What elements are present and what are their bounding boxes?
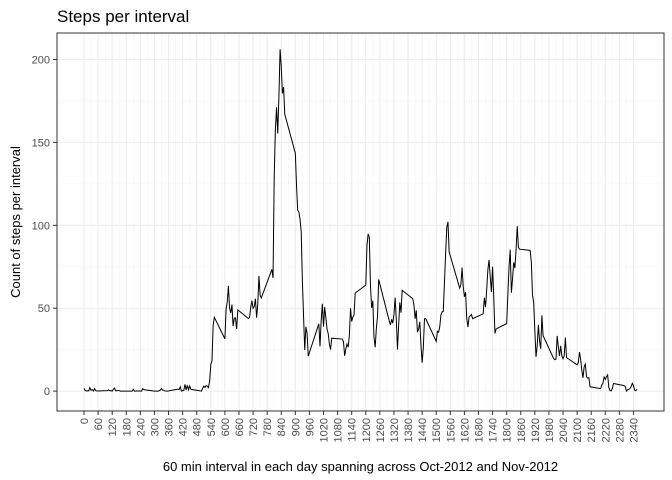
x-tick-label: 1860 — [516, 418, 528, 442]
x-tick-label: 480 — [192, 418, 204, 436]
x-tick-label: 1140 — [347, 418, 359, 442]
x-tick-label: 720 — [248, 418, 260, 436]
x-tick-label: 2100 — [572, 418, 584, 442]
x-tick-label: 1740 — [488, 418, 500, 442]
chart-title: Steps per interval — [57, 7, 189, 26]
y-tick-label: 0 — [44, 386, 50, 398]
x-tick-label: 540 — [206, 418, 218, 436]
x-tick-label: 2340 — [628, 418, 640, 442]
x-tick-label: 900 — [290, 418, 302, 436]
x-tick-label: 1440 — [417, 418, 429, 442]
x-tick-label: 1800 — [502, 418, 514, 442]
x-tick-label: 960 — [304, 418, 316, 436]
x-tick-label: 2220 — [600, 418, 612, 442]
x-tick-label: 1500 — [431, 418, 443, 442]
x-tick-label: 1920 — [530, 418, 542, 442]
x-tick-label: 60 — [93, 418, 105, 430]
x-axis-title: 60 min interval in each day spanning acr… — [163, 459, 558, 474]
x-tick-label: 1200 — [361, 418, 373, 442]
x-tick-label: 0 — [79, 418, 91, 424]
x-tick-label: 1980 — [544, 418, 556, 442]
x-tick-label: 2160 — [586, 418, 598, 442]
x-tick-label: 360 — [164, 418, 176, 436]
series-line — [83, 49, 638, 393]
x-tick-label: 840 — [276, 418, 288, 436]
y-tick-label: 150 — [32, 137, 50, 149]
y-axis: 0 50 100 150 200 — [32, 55, 57, 398]
x-tick-label: 420 — [178, 418, 190, 436]
x-tick-label: 1620 — [459, 418, 471, 442]
panel-border — [56, 32, 665, 412]
x-tick-label: 240 — [135, 418, 147, 436]
x-tick-label: 1020 — [319, 418, 331, 442]
x-tick-label: 2280 — [614, 418, 626, 442]
x-tick-label: 780 — [262, 418, 274, 436]
x-tick-label: 660 — [234, 418, 246, 436]
x-tick-label: 1320 — [389, 418, 401, 442]
y-tick-label: 200 — [32, 55, 50, 67]
x-axis: 0 60 120 180 240 300 360 420 480 540 600 660 720 780 8… — [79, 411, 640, 442]
plot-panel — [56, 32, 665, 412]
x-tick-label: 120 — [107, 418, 119, 436]
y-tick-label: 100 — [32, 220, 50, 232]
x-tick-label: 180 — [121, 418, 133, 436]
x-tick-label: 1380 — [403, 418, 415, 442]
x-tick-label: 1560 — [445, 418, 457, 442]
x-tick-label: 1260 — [375, 418, 387, 442]
x-tick-label: 1680 — [473, 418, 485, 442]
y-tick-label: 50 — [38, 303, 50, 315]
x-tick-label: 1080 — [333, 418, 345, 442]
x-tick-label: 300 — [149, 418, 161, 436]
y-axis-title: Count of steps per interval — [8, 146, 23, 298]
x-tick-label: 2040 — [558, 418, 570, 442]
x-tick-label: 600 — [220, 418, 232, 436]
